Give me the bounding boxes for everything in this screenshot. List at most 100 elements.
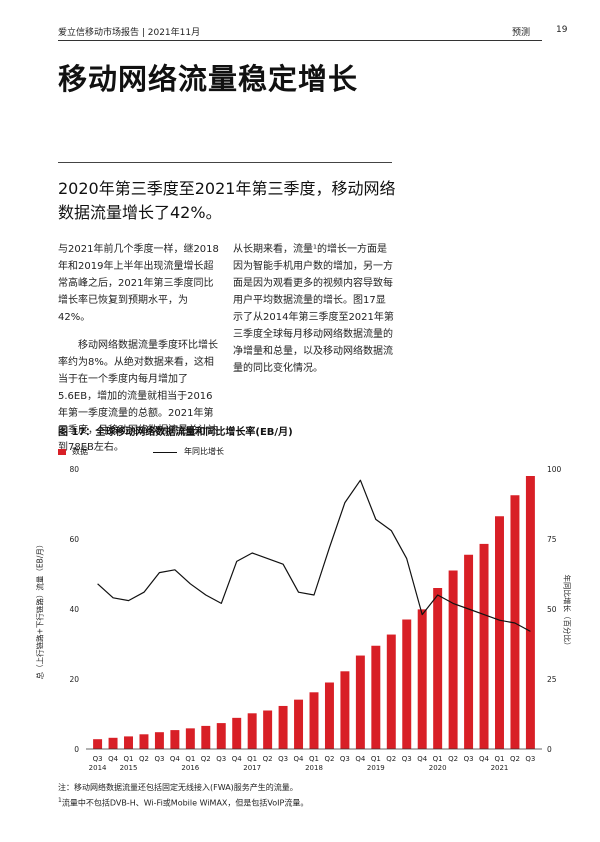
footnote: 注：移动网络数据流量还包括固定无线接入(FWA)服务产生的流量。 bbox=[58, 783, 298, 792]
page-title: 移动网络流量稳定增长 bbox=[58, 62, 359, 96]
bar bbox=[525, 476, 535, 749]
x-year-label: 2020 bbox=[429, 764, 447, 772]
bar bbox=[355, 655, 365, 749]
x-tick-label: Q1 bbox=[433, 755, 443, 763]
x-tick-label: Q4 bbox=[417, 755, 428, 763]
x-tick-label: Q4 bbox=[479, 755, 490, 763]
footnote-marker: 1 bbox=[58, 797, 62, 804]
bar bbox=[93, 739, 103, 749]
bar bbox=[479, 543, 489, 749]
x-year-label: 2019 bbox=[367, 764, 385, 772]
bar bbox=[247, 713, 257, 749]
x-tick-label: Q3 bbox=[402, 755, 412, 763]
y-tick-label-right: 75 bbox=[547, 535, 557, 544]
figure-title: 图 17：全球移动网络数据流量和同比增长率(EB/月) bbox=[58, 427, 293, 438]
paragraph: 与2021年前几个季度一样，继2018年和2019年上半年出现流量增长超常高峰之… bbox=[58, 244, 219, 323]
chart-legend: 数据 年同比增长 bbox=[58, 446, 358, 458]
x-tick-label: Q1 bbox=[371, 755, 381, 763]
x-tick-label: Q2 bbox=[201, 755, 211, 763]
bar bbox=[417, 609, 427, 749]
x-tick-label: Q1 bbox=[247, 755, 257, 763]
bar bbox=[510, 495, 520, 749]
x-tick-label: Q2 bbox=[324, 755, 334, 763]
subtitle-divider bbox=[58, 162, 392, 163]
bar bbox=[448, 570, 458, 749]
running-header: 爱立信移动市场报告 | 2021年11月 bbox=[58, 28, 201, 38]
y-tick-label-left: 80 bbox=[69, 465, 79, 474]
y-tick-label-right: 50 bbox=[547, 605, 557, 614]
bar bbox=[324, 682, 334, 749]
legend-bar-swatch bbox=[58, 449, 66, 455]
subtitle: 2020年第三季度至2021年第三季度，移动网络数据流量增长了42%。 bbox=[58, 179, 396, 222]
bar bbox=[340, 671, 350, 749]
x-tick-label: Q3 bbox=[93, 755, 103, 763]
x-tick-label: Q3 bbox=[525, 755, 535, 763]
y-tick-label-right: 100 bbox=[547, 465, 562, 474]
x-tick-label: Q2 bbox=[510, 755, 520, 763]
paragraph: 移动网络数据流量季度环比增长率约为8%。从绝对数据来看，这相当于在一个季度内每月… bbox=[58, 340, 218, 453]
bar bbox=[232, 717, 242, 749]
x-year-label: 2018 bbox=[305, 764, 323, 772]
body-column-left: 与2021年前几个季度一样，继2018年和2019年上半年出现流量增长超常高峰之… bbox=[58, 241, 220, 456]
x-tick-label: Q2 bbox=[386, 755, 396, 763]
x-year-label: 2015 bbox=[120, 764, 138, 772]
bar bbox=[124, 736, 133, 749]
bar bbox=[154, 732, 164, 749]
legend-line-swatch bbox=[153, 452, 177, 453]
x-tick-label: Q3 bbox=[154, 755, 164, 763]
footnote-text: 流量中不包括DVB-H、Wi-Fi或Mobile WiMAX，但是包括VoIP流… bbox=[61, 798, 309, 808]
x-tick-label: Q4 bbox=[108, 755, 119, 763]
bar bbox=[201, 725, 211, 749]
footnote: 1流量中不包括DVB-H、Wi-Fi或Mobile WiMAX，但是包括VoIP… bbox=[58, 797, 308, 809]
bar bbox=[294, 699, 304, 749]
bar bbox=[464, 554, 474, 749]
bar bbox=[495, 516, 504, 749]
body-column-right: 从长期来看，流量¹的增长一方面是因为智能手机用户数的增加，另一方面是因为观看更多… bbox=[233, 241, 395, 377]
growth-line bbox=[97, 479, 531, 632]
x-tick-label: Q4 bbox=[294, 755, 305, 763]
bar bbox=[170, 730, 180, 749]
y-tick-label-right: 25 bbox=[547, 675, 557, 684]
x-tick-label: Q2 bbox=[448, 755, 458, 763]
y-axis-label-right: 年同比增长（百分比） bbox=[562, 574, 572, 650]
x-year-label: 2014 bbox=[89, 764, 107, 772]
x-tick-label: Q1 bbox=[124, 755, 134, 763]
y-tick-label-left: 20 bbox=[69, 675, 79, 684]
bar bbox=[433, 588, 443, 749]
bar bbox=[309, 692, 319, 749]
y-axis-label-left: 总（上行链路+下行链路）流量（EB/月） bbox=[35, 540, 45, 680]
page-number: 19 bbox=[556, 25, 568, 35]
x-tick-label: Q1 bbox=[495, 755, 505, 763]
x-tick-label: Q3 bbox=[216, 755, 226, 763]
section-label: 预测 bbox=[512, 28, 531, 38]
bar bbox=[386, 634, 396, 749]
x-tick-label: Q4 bbox=[355, 755, 366, 763]
bar bbox=[263, 710, 273, 749]
x-year-label: 2021 bbox=[491, 764, 509, 772]
x-year-label: 2016 bbox=[181, 764, 199, 772]
x-tick-label: Q2 bbox=[139, 755, 149, 763]
bar bbox=[371, 645, 381, 749]
y-tick-label-left: 60 bbox=[69, 535, 79, 544]
y-tick-label-right: 0 bbox=[547, 745, 552, 754]
x-year-label: 2017 bbox=[243, 764, 261, 772]
bar bbox=[402, 619, 412, 749]
x-tick-label: Q1 bbox=[185, 755, 195, 763]
bar bbox=[278, 705, 288, 749]
paragraph: 从长期来看，流量¹的增长一方面是因为智能手机用户数的增加，另一方面是因为观看更多… bbox=[233, 244, 394, 374]
x-tick-label: Q3 bbox=[340, 755, 350, 763]
bar bbox=[216, 723, 226, 749]
y-tick-label-left: 0 bbox=[74, 745, 79, 754]
header-divider bbox=[58, 40, 542, 41]
bar bbox=[139, 734, 149, 749]
x-tick-label: Q1 bbox=[309, 755, 319, 763]
legend-line-label: 年同比增长 bbox=[184, 447, 224, 456]
x-tick-label: Q3 bbox=[464, 755, 474, 763]
x-tick-label: Q4 bbox=[170, 755, 181, 763]
bar bbox=[185, 728, 195, 749]
x-tick-label: Q3 bbox=[278, 755, 288, 763]
bar bbox=[108, 737, 118, 749]
x-tick-label: Q2 bbox=[263, 755, 273, 763]
y-tick-label-left: 40 bbox=[69, 605, 79, 614]
